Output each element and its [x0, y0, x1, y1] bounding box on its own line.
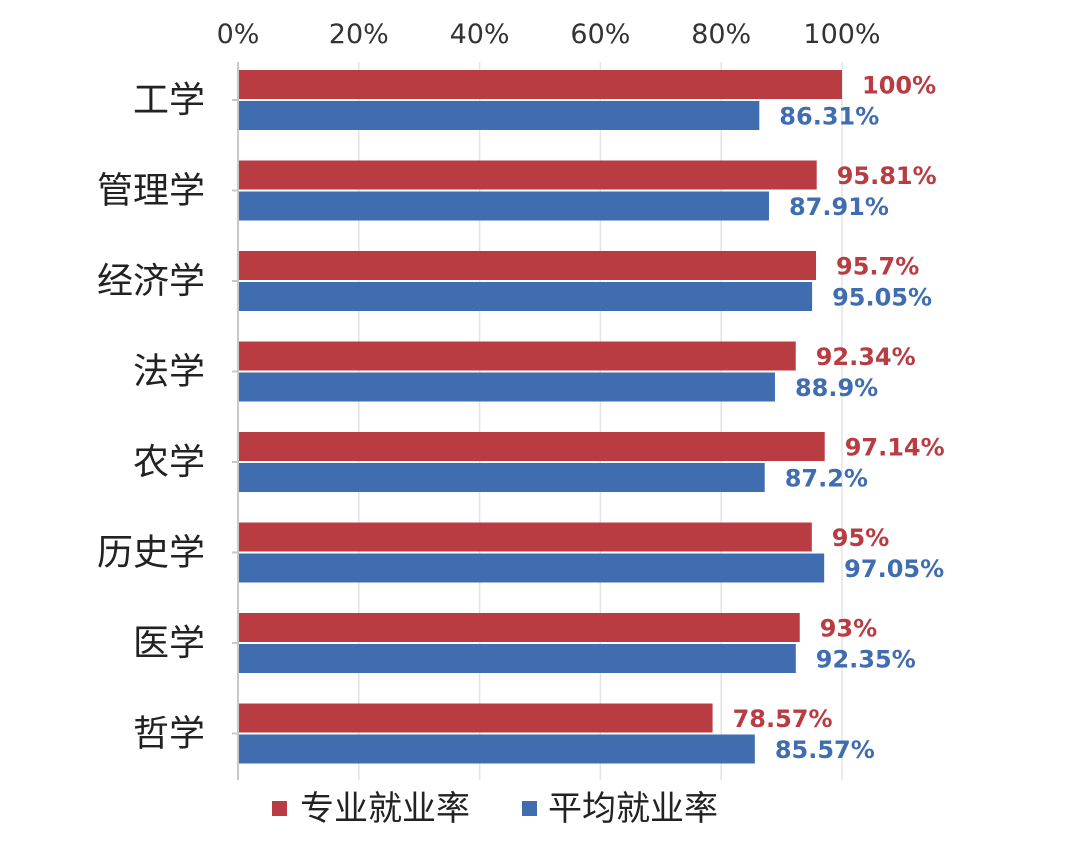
category-label: 经济学 [97, 261, 205, 302]
legend: 专业就业率 平均就业率 [272, 789, 718, 829]
data-label: 97.14% [845, 434, 945, 462]
bar-major-rate [238, 160, 817, 190]
category-label: 农学 [133, 442, 205, 483]
data-label: 92.35% [816, 646, 916, 674]
data-label: 87.91% [789, 193, 889, 221]
data-label: 95.81% [837, 162, 937, 190]
data-label: 93% [820, 615, 877, 643]
data-label: 78.57% [733, 705, 833, 733]
bar-average-rate [238, 101, 760, 130]
x-tick-label: 0% [217, 19, 260, 50]
legend-swatch [272, 801, 287, 816]
legend-swatch [522, 801, 537, 816]
data-label: 88.9% [795, 374, 878, 402]
bar-major-rate [238, 341, 796, 371]
legend-label: 专业就业率 [300, 789, 470, 829]
bar-major-rate [238, 613, 800, 642]
x-tick-label: 100% [803, 19, 880, 50]
bar-major-rate [238, 522, 812, 552]
data-label: 95.7% [836, 253, 919, 281]
bar-average-rate [238, 734, 755, 764]
bar-major-rate [238, 432, 825, 461]
data-label: 100% [862, 72, 936, 100]
data-label: 87.2% [785, 465, 868, 493]
legend-label: 平均就业率 [548, 789, 718, 829]
category-label: 工学 [133, 80, 205, 121]
bar-average-rate [238, 282, 813, 311]
data-label: 95% [832, 524, 889, 552]
data-label: 97.05% [844, 555, 944, 583]
x-tick-label: 40% [450, 19, 510, 50]
x-tick-label: 60% [570, 19, 630, 50]
bar-major-rate [238, 703, 713, 733]
x-axis-ticks: 0% 20% 40% 60% 80% 100% [217, 19, 881, 50]
category-label: 哲学 [133, 714, 205, 755]
category-label: 医学 [133, 623, 205, 664]
data-label: 85.57% [775, 736, 875, 764]
bar-average-rate [238, 644, 796, 673]
bar-average-rate [238, 553, 825, 583]
x-tick-label: 80% [691, 19, 751, 50]
bar-major-rate [238, 251, 817, 280]
bar-major-rate [238, 70, 842, 99]
data-label: 92.34% [816, 343, 916, 371]
category-label: 管理学 [97, 171, 205, 212]
category-label: 法学 [133, 352, 205, 393]
x-tick-label: 20% [329, 19, 389, 50]
bar-average-rate [238, 463, 765, 492]
data-labels: 100% 86.31% 95.81% 87.91% 95.7% 95.05% 92.34% 8… [733, 72, 945, 765]
category-label: 历史学 [97, 533, 205, 574]
bars [238, 70, 842, 764]
data-label: 95.05% [832, 284, 932, 312]
data-label: 86.31% [779, 103, 879, 131]
bar-average-rate [238, 372, 775, 402]
bar-average-rate [238, 191, 769, 221]
